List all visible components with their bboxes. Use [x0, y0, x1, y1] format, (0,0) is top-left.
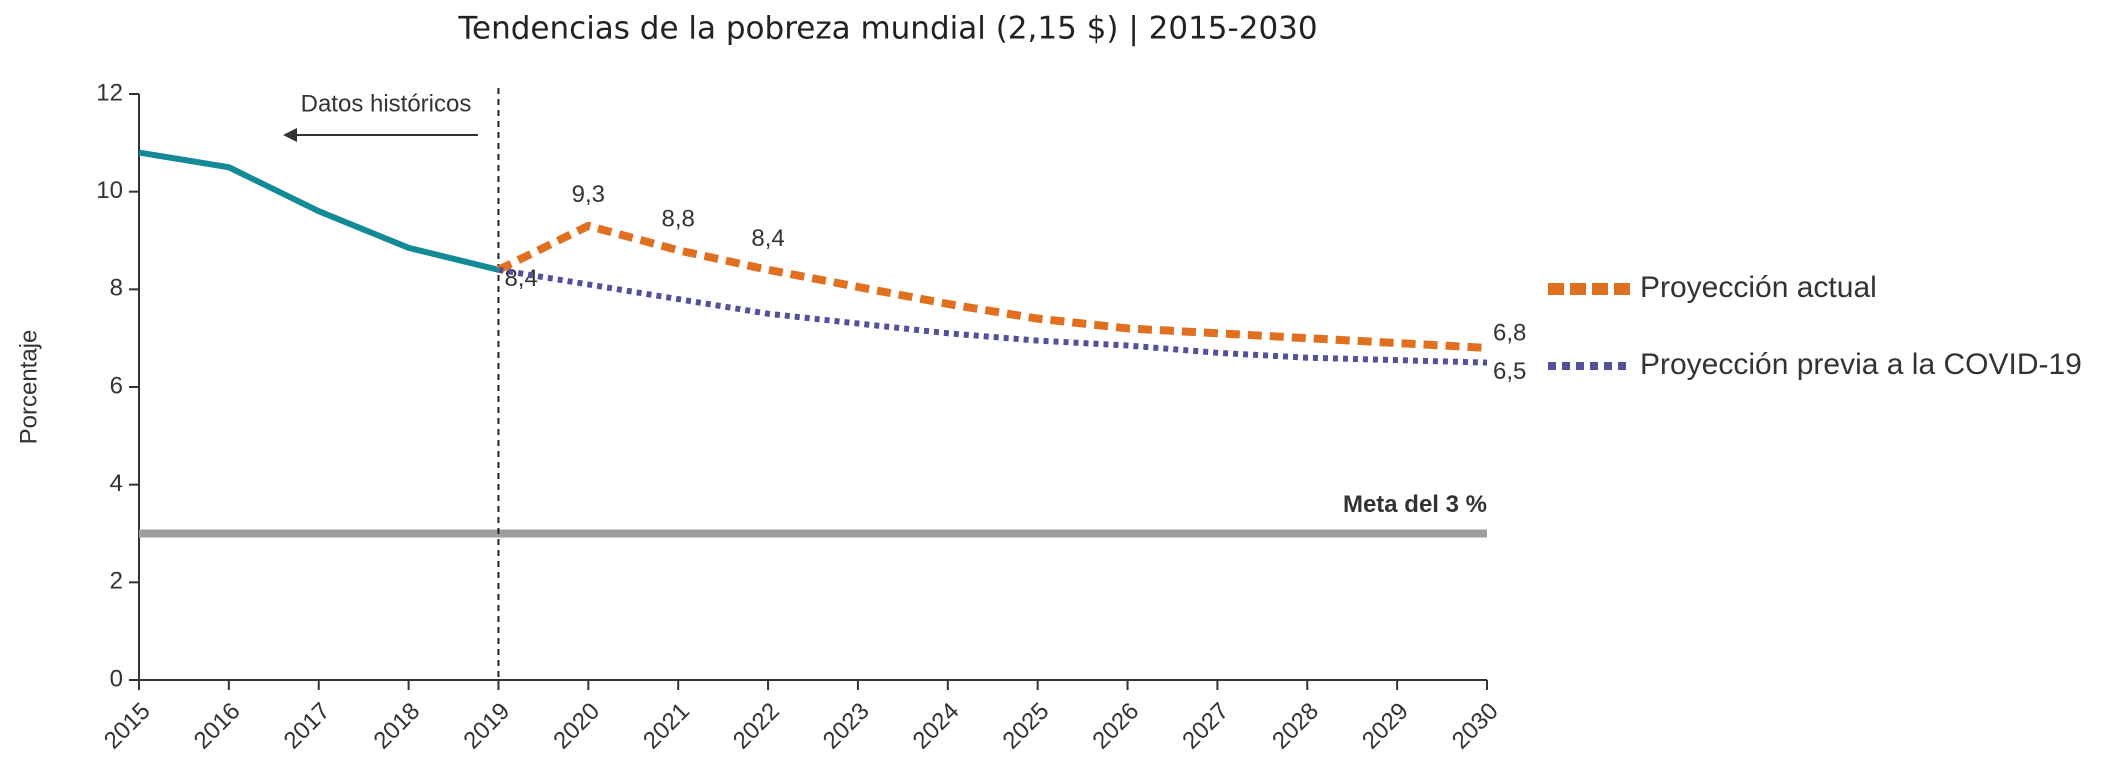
chart-title: Tendencias de la pobreza mundial (2,15 $… — [457, 11, 1317, 47]
x-tick-label: 2019 — [458, 698, 515, 755]
x-tick-label: 2025 — [998, 698, 1055, 755]
x-tick-label: 2023 — [818, 698, 875, 755]
x-tick-label: 2016 — [189, 698, 246, 755]
annotation: Datos históricos — [301, 90, 472, 117]
y-tick-label: 12 — [96, 79, 123, 106]
x-tick-label: 2026 — [1087, 698, 1144, 755]
y-tick-label: 0 — [110, 665, 123, 692]
x-tick-label: 2024 — [908, 698, 965, 755]
x-tick-label: 2021 — [638, 698, 695, 755]
y-tick-label: 8 — [110, 275, 123, 302]
legend-label: Proyección actual — [1640, 271, 1877, 304]
x-tick-label: 2028 — [1267, 698, 1324, 755]
legend-label: Proyección previa a la COVID-19 — [1640, 348, 2082, 381]
y-tick-label: 10 — [96, 177, 123, 204]
y-tick-label: 2 — [110, 568, 123, 595]
data-label: 8,8 — [662, 206, 695, 233]
series-line — [496, 221, 1488, 352]
arrow-head — [283, 128, 297, 142]
y-axis-label: Porcentaje — [15, 330, 42, 445]
x-tick-label: 2029 — [1357, 698, 1414, 755]
series-line — [497, 266, 1488, 366]
y-tick-label: 4 — [110, 470, 123, 497]
x-tick-label: 2017 — [279, 698, 336, 755]
x-tick-label: 2020 — [548, 698, 605, 755]
target-label: Meta del 3 % — [1343, 491, 1487, 518]
x-tick-label: 2027 — [1177, 698, 1234, 755]
data-label: 6,5 — [1493, 358, 1526, 385]
x-tick-label: 2018 — [368, 698, 425, 755]
data-label: 9,3 — [572, 181, 605, 208]
y-tick-label: 6 — [110, 372, 123, 399]
data-label: 8,4 — [751, 225, 784, 252]
x-tick-label: 2022 — [728, 698, 785, 755]
data-label: 6,8 — [1493, 319, 1526, 346]
x-tick-label: 2015 — [99, 698, 156, 755]
x-tick-label: 2030 — [1447, 698, 1504, 755]
series-line — [138, 149, 500, 273]
